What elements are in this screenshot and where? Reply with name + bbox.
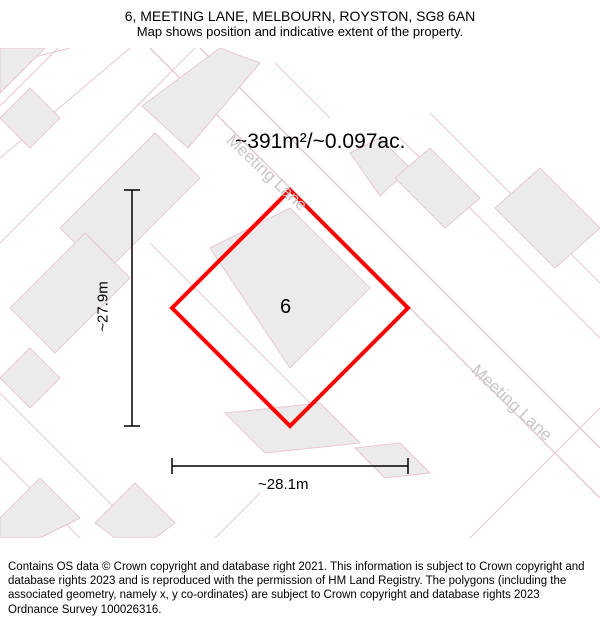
area-label: ~391m²/~0.097ac. xyxy=(235,130,405,154)
plot-number-label: 6 xyxy=(280,296,291,319)
map-title: 6, MEETING LANE, MELBOURN, ROYSTON, SG8 … xyxy=(10,8,590,24)
width-dimension-label: ~28.1m xyxy=(258,476,308,493)
map-svg xyxy=(0,48,600,538)
map-canvas: ~391m²/~0.097ac. 6 ~27.9m ~28.1m Meeting… xyxy=(0,48,600,538)
map-header: 6, MEETING LANE, MELBOURN, ROYSTON, SG8 … xyxy=(0,0,600,43)
copyright-footer: Contains OS data © Crown copyright and d… xyxy=(0,554,600,625)
height-dimension-label: ~27.9m xyxy=(95,281,112,331)
map-subtitle: Map shows position and indicative extent… xyxy=(10,24,590,39)
